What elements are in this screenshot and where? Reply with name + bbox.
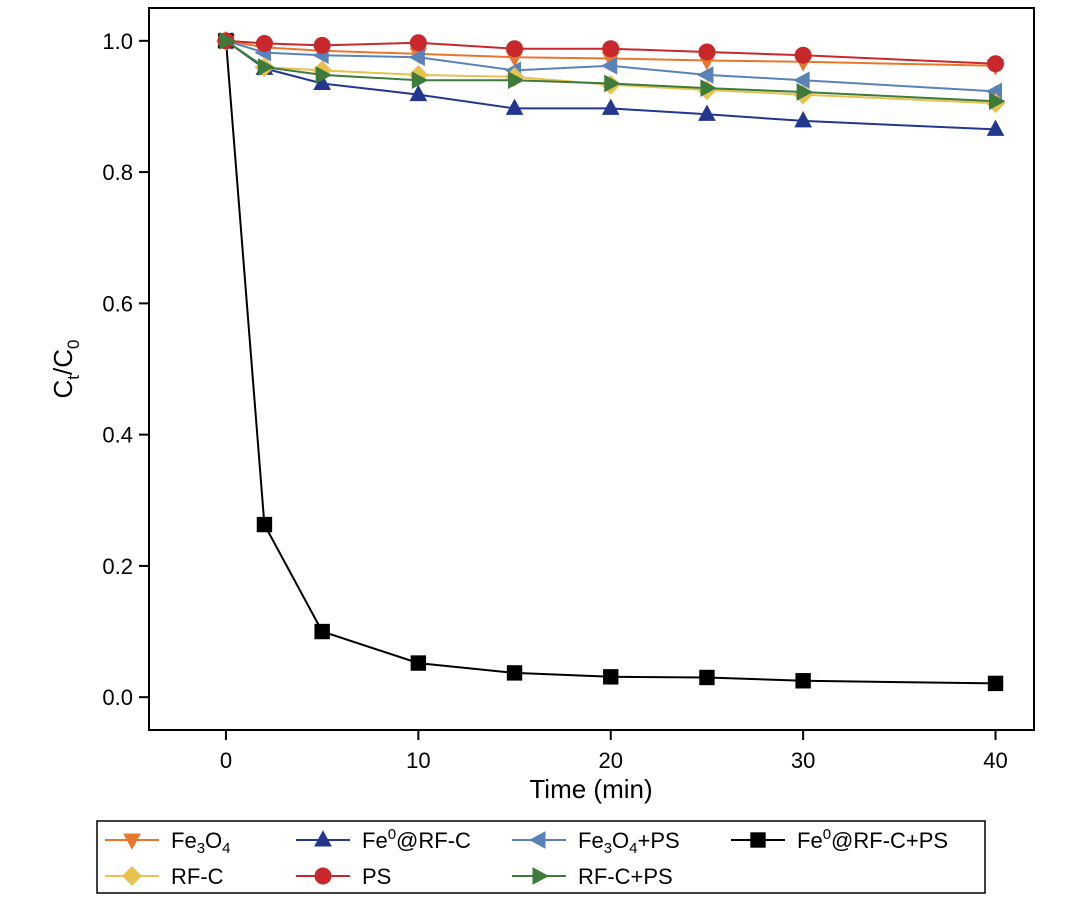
data-point-fe3o4ps xyxy=(408,48,425,67)
legend-marker xyxy=(314,867,332,885)
series-layer xyxy=(216,30,1006,692)
data-point-rfcps xyxy=(411,71,429,90)
data-point-rfcps xyxy=(219,31,236,50)
y-tick-label: 0.2 xyxy=(102,554,133,579)
legend-item-ps: PS xyxy=(296,864,391,889)
data-point-fe0rfcps xyxy=(410,655,427,671)
data-point-fe0rfc xyxy=(505,98,524,115)
x-tick-label: 10 xyxy=(406,748,430,773)
data-point-rfcps xyxy=(796,83,813,101)
legend-label: Fe0@RF-C xyxy=(362,826,471,853)
legend-label: RF-C xyxy=(171,864,224,889)
data-point-fe3o4ps xyxy=(600,56,618,75)
legend-marker xyxy=(532,867,549,885)
series-fe0rfcps xyxy=(218,33,1004,692)
legend-marker xyxy=(314,830,332,847)
legend-label: Fe0@RF-C+PS xyxy=(797,826,948,853)
legend-item-rfc: RF-C xyxy=(105,864,224,889)
data-point-ps xyxy=(987,55,1005,73)
x-tick-label: 0 xyxy=(220,748,232,773)
data-point-rfcps xyxy=(315,66,333,84)
data-point-fe0rfcps xyxy=(603,669,619,685)
legend-label: PS xyxy=(362,864,391,889)
y-tick-label: 0.4 xyxy=(102,423,133,448)
x-tick-label: 40 xyxy=(983,748,1007,773)
data-point-fe0rfcps xyxy=(256,516,273,533)
legend-marker xyxy=(123,833,141,850)
legend-item-rfcps: RF-C+PS xyxy=(512,864,673,889)
legend-label: Fe3O4+PS xyxy=(578,828,680,857)
data-point-rfcps xyxy=(700,79,717,97)
data-point-fe0rfcps xyxy=(795,673,811,689)
data-point-fe0rfc xyxy=(601,98,620,115)
data-point-fe0rfcps xyxy=(987,675,1004,692)
y-tick-label: 0.8 xyxy=(102,160,133,185)
data-point-fe0rfc xyxy=(698,104,716,121)
data-point-fe0rfc xyxy=(794,111,812,128)
data-point-ps xyxy=(698,43,716,61)
data-point-fe0rfc xyxy=(986,119,1005,136)
y-tick-label: 1.0 xyxy=(102,29,133,54)
legend-item-fe0rfc: Fe0@RF-C xyxy=(296,826,471,853)
legend-label: Fe3O4 xyxy=(171,828,231,857)
x-tick-label: 30 xyxy=(791,748,815,773)
series-ps xyxy=(217,32,1005,73)
data-point-fe0rfcps xyxy=(506,665,523,681)
data-point-ps xyxy=(794,46,812,64)
data-point-ps xyxy=(313,36,331,54)
series-line-fe0rfcps xyxy=(225,40,996,685)
plot-frame xyxy=(148,7,1035,731)
data-point-ps xyxy=(602,40,620,58)
x-axis-title: Time (min) xyxy=(529,774,652,804)
legend-marker xyxy=(750,832,766,848)
data-point-ps xyxy=(255,34,273,52)
data-point-fe3o4ps xyxy=(793,71,810,90)
y-axis-title: Ct/C0 xyxy=(48,340,83,399)
legend: Fe3O4 Fe0@RF-C Fe3O4+PS Fe0@RF-C+PS RF-C PS RF… xyxy=(105,826,948,889)
axis-ticks: 0 10 20 30 40 0.0 0.2 0.4 0.6 0.8 1.0 xyxy=(102,29,1007,773)
data-point-rfcps xyxy=(604,74,621,93)
legend-item-fe0rfcps: Fe0@RF-C+PS xyxy=(731,826,948,853)
series-rfcps xyxy=(219,31,1006,111)
legend-item-fe3o4: Fe3O4 xyxy=(105,828,231,857)
legend-label: RF-C+PS xyxy=(578,864,673,889)
data-point-ps xyxy=(409,34,427,52)
legend-item-fe3o4ps: Fe3O4+PS xyxy=(512,828,680,857)
data-point-fe3o4ps xyxy=(697,66,714,84)
data-point-fe0rfc xyxy=(409,84,428,102)
data-point-rfcps xyxy=(508,71,525,90)
data-point-rfcps xyxy=(989,92,1006,111)
legend-marker xyxy=(122,866,142,886)
data-point-rfcps xyxy=(257,58,275,76)
data-point-fe0rfcps xyxy=(314,623,330,640)
data-point-fe0rfcps xyxy=(699,669,715,686)
legend-marker xyxy=(529,831,546,849)
data-point-ps xyxy=(506,40,524,58)
x-tick-label: 20 xyxy=(598,748,622,773)
y-tick-label: 0.6 xyxy=(102,291,133,316)
legend-box xyxy=(96,820,986,894)
y-tick-label: 0.0 xyxy=(102,685,133,710)
